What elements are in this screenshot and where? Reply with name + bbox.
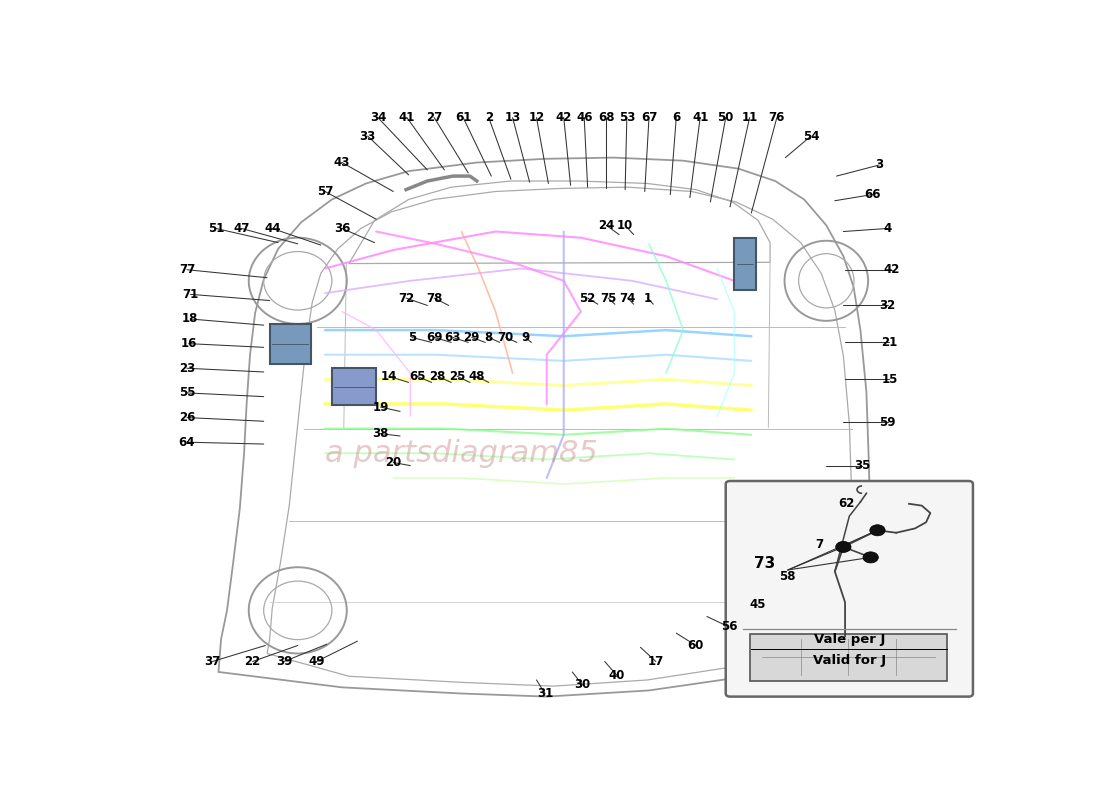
Text: 6: 6 bbox=[672, 111, 681, 124]
Text: 69: 69 bbox=[426, 331, 442, 344]
Text: 47: 47 bbox=[233, 222, 250, 235]
Text: 26: 26 bbox=[179, 411, 195, 424]
Text: 28: 28 bbox=[429, 370, 446, 382]
Text: 22: 22 bbox=[244, 655, 261, 668]
Text: 29: 29 bbox=[463, 331, 480, 344]
Text: 68: 68 bbox=[598, 111, 615, 124]
Text: 59: 59 bbox=[880, 416, 895, 429]
Text: 16: 16 bbox=[180, 337, 197, 350]
Text: 37: 37 bbox=[205, 655, 221, 668]
Text: 72: 72 bbox=[398, 291, 415, 305]
Text: 51: 51 bbox=[208, 222, 224, 235]
Text: 41: 41 bbox=[692, 111, 708, 124]
FancyBboxPatch shape bbox=[750, 634, 946, 681]
Circle shape bbox=[870, 525, 886, 536]
Circle shape bbox=[836, 542, 851, 553]
Text: 56: 56 bbox=[720, 621, 737, 634]
Text: 50: 50 bbox=[717, 111, 734, 124]
Text: 67: 67 bbox=[641, 111, 657, 124]
Text: 46: 46 bbox=[576, 111, 593, 124]
Text: 40: 40 bbox=[608, 669, 625, 682]
Text: 55: 55 bbox=[178, 386, 195, 399]
Text: 3: 3 bbox=[876, 158, 883, 171]
Text: 18: 18 bbox=[183, 313, 198, 326]
Text: 58: 58 bbox=[779, 570, 795, 583]
Text: 52: 52 bbox=[580, 291, 596, 305]
Text: 2: 2 bbox=[485, 111, 493, 124]
Text: 24: 24 bbox=[598, 219, 615, 232]
Text: 62: 62 bbox=[838, 498, 855, 510]
Text: a partsdiagram85: a partsdiagram85 bbox=[326, 438, 597, 468]
Text: 19: 19 bbox=[372, 401, 388, 414]
Text: 4: 4 bbox=[883, 222, 892, 235]
Text: 44: 44 bbox=[264, 222, 280, 235]
Text: Valid for J: Valid for J bbox=[813, 654, 886, 667]
Text: 53: 53 bbox=[618, 111, 635, 124]
Text: 30: 30 bbox=[574, 678, 591, 691]
Text: 33: 33 bbox=[360, 130, 376, 142]
Text: 11: 11 bbox=[741, 111, 758, 124]
Text: 7: 7 bbox=[815, 538, 824, 551]
Text: 61: 61 bbox=[455, 111, 471, 124]
Text: 75: 75 bbox=[600, 291, 616, 305]
Text: 38: 38 bbox=[372, 427, 388, 440]
Text: 17: 17 bbox=[648, 655, 664, 668]
Text: 63: 63 bbox=[444, 331, 461, 344]
Text: 64: 64 bbox=[178, 436, 195, 449]
Text: 78: 78 bbox=[426, 291, 442, 305]
Text: 10: 10 bbox=[617, 219, 634, 232]
Text: 71: 71 bbox=[183, 288, 198, 301]
FancyBboxPatch shape bbox=[726, 481, 972, 697]
Text: 74: 74 bbox=[619, 291, 636, 305]
Text: 35: 35 bbox=[854, 459, 870, 472]
Text: 76: 76 bbox=[769, 111, 785, 124]
Text: 42: 42 bbox=[556, 111, 572, 124]
Text: 60: 60 bbox=[688, 639, 704, 652]
Text: 31: 31 bbox=[537, 687, 553, 700]
Text: 39: 39 bbox=[276, 655, 293, 668]
Text: 45: 45 bbox=[750, 598, 767, 610]
Text: 14: 14 bbox=[381, 370, 397, 382]
Bar bbox=[735, 238, 756, 290]
Text: Vale per J: Vale per J bbox=[814, 634, 886, 646]
Text: 77: 77 bbox=[179, 263, 195, 276]
Circle shape bbox=[864, 552, 878, 563]
Text: 73: 73 bbox=[754, 556, 776, 571]
Text: 8: 8 bbox=[485, 331, 493, 344]
Text: 70: 70 bbox=[497, 331, 514, 344]
Text: 54: 54 bbox=[803, 130, 820, 142]
Text: 57: 57 bbox=[317, 185, 333, 198]
Text: 43: 43 bbox=[334, 156, 350, 169]
Text: 5: 5 bbox=[408, 331, 416, 344]
Text: 20: 20 bbox=[385, 456, 402, 469]
Text: 36: 36 bbox=[334, 222, 350, 235]
Text: 1: 1 bbox=[644, 291, 651, 305]
Text: 13: 13 bbox=[505, 111, 520, 124]
Text: 65: 65 bbox=[409, 370, 426, 382]
Text: 27: 27 bbox=[426, 111, 442, 124]
Text: 66: 66 bbox=[865, 188, 881, 201]
Text: 15: 15 bbox=[881, 373, 898, 386]
Text: 25: 25 bbox=[449, 370, 465, 382]
Text: 23: 23 bbox=[179, 362, 195, 374]
Text: 48: 48 bbox=[469, 370, 485, 382]
Text: 32: 32 bbox=[880, 299, 895, 312]
Bar bbox=[270, 324, 310, 364]
Bar bbox=[332, 368, 376, 406]
Text: 21: 21 bbox=[881, 336, 898, 349]
Text: 34: 34 bbox=[370, 111, 386, 124]
Text: 12: 12 bbox=[528, 111, 544, 124]
Text: 41: 41 bbox=[398, 111, 415, 124]
Text: 42: 42 bbox=[883, 263, 900, 276]
Text: 49: 49 bbox=[308, 655, 324, 668]
Text: 9: 9 bbox=[521, 331, 529, 344]
